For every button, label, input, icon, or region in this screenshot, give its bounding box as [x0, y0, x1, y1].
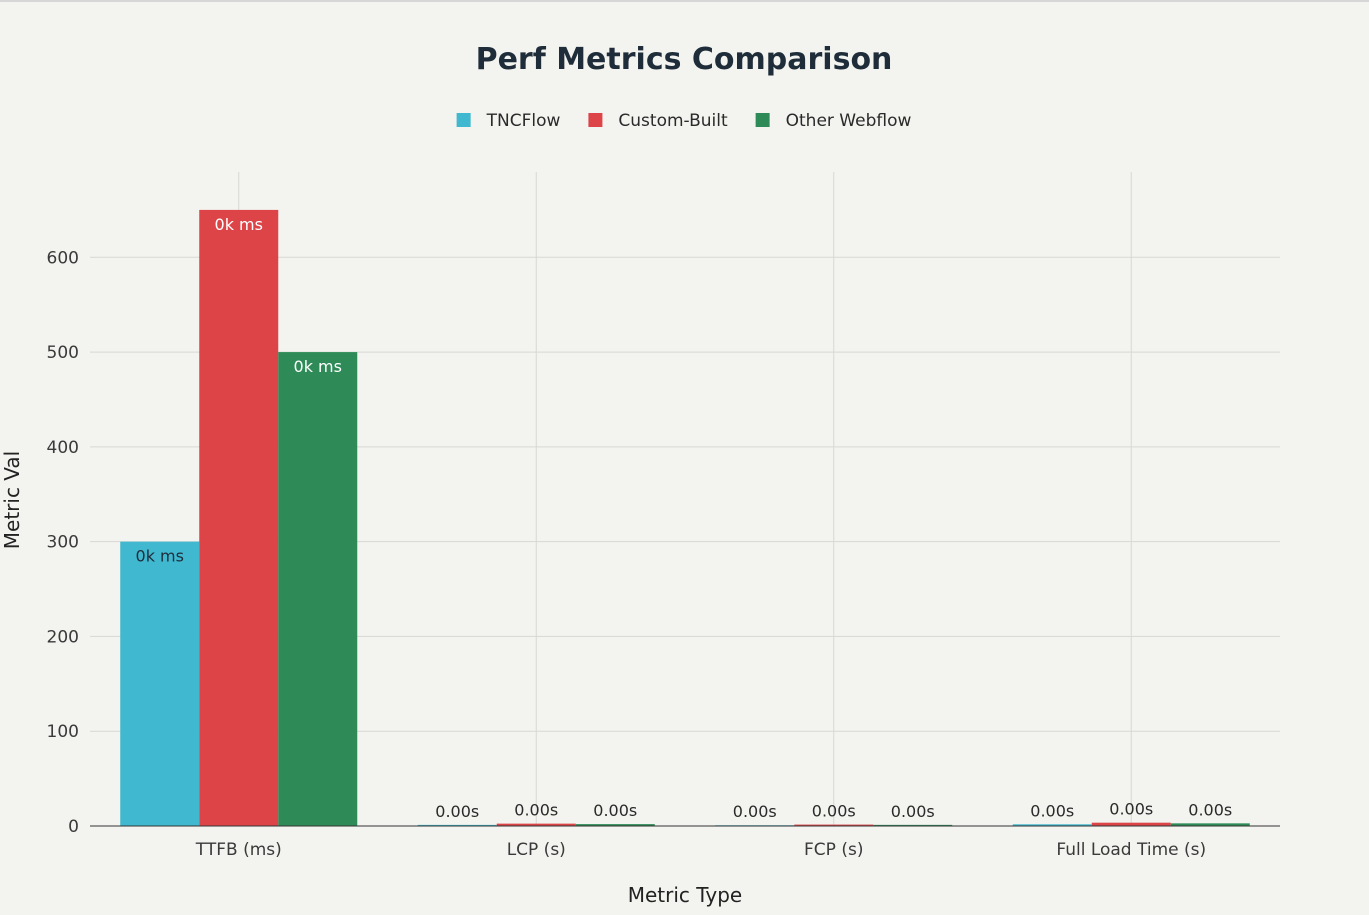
bar-value-label: 0k ms: [294, 357, 342, 376]
y-tick-label: 500: [47, 343, 79, 363]
y-tick-label: 0: [68, 817, 79, 837]
bar-value-label: 0.00s: [1188, 800, 1232, 819]
legend: TNCFlow Custom-Built Other Webflow: [456, 111, 912, 131]
y-tick-label: 300: [47, 533, 79, 553]
bar-custom-built: [1091, 822, 1171, 826]
chart-title: Perf Metrics Comparison: [476, 42, 893, 77]
bar-value-label: 0.00s: [1030, 801, 1074, 820]
legend-label: Other Webflow: [786, 111, 912, 131]
bar-value-label: 0.00s: [435, 802, 479, 821]
y-tick-label: 200: [47, 627, 79, 647]
bar-value-label: 0.00s: [812, 802, 856, 821]
bar-other-webflow: [873, 824, 953, 826]
x-tick-label: FCP (s): [804, 840, 863, 860]
legend-label: Custom-Built: [618, 111, 728, 131]
axes: 0 100 200 300 400 500 600 TTFB (ms) LCP (s) FCP (…: [47, 248, 1280, 860]
bar-value-label: 0.00s: [593, 801, 637, 820]
legend-swatch: [456, 113, 471, 127]
bar-other-webflow: [278, 352, 358, 826]
bar-custom-built: [199, 209, 279, 827]
bar-tncflow: [120, 541, 200, 826]
bar-other-webflow: [575, 824, 655, 826]
bar-value-label: 0.00s: [514, 801, 558, 820]
bar-value-label: 0.00s: [1109, 800, 1153, 819]
bar-value-label: 0k ms: [136, 547, 184, 566]
y-tick-label: 600: [47, 248, 79, 268]
x-axis-title: Metric Type: [628, 883, 742, 907]
legend-swatch: [588, 113, 603, 127]
x-tick-label: LCP (s): [507, 840, 566, 860]
bar-custom-built: [496, 823, 576, 826]
bar-value-label: 0.00s: [733, 802, 777, 821]
bar-value-label: 0.00s: [891, 802, 935, 821]
legend-label: TNCFlow: [486, 111, 561, 131]
y-tick-label: 100: [47, 722, 79, 742]
legend-swatch: [755, 113, 770, 127]
y-axis-title: Metric Val: [0, 451, 24, 549]
x-tick-label: Full Load Time (s): [1056, 840, 1206, 860]
bar-labels: 0k ms 0.00s 0.00s 0.00s 0k ms 0.00s 0.00s 0.00s…: [136, 215, 1233, 821]
bar-other-webflow: [1170, 823, 1250, 826]
bar-tncflow: [417, 824, 497, 826]
y-tick-label: 400: [47, 438, 79, 458]
bars: [120, 209, 1250, 827]
bar-custom-built: [794, 824, 874, 826]
x-tick-label: TTFB (ms): [195, 840, 282, 860]
bar-value-label: 0k ms: [215, 215, 263, 234]
bar-tncflow: [1012, 824, 1092, 826]
